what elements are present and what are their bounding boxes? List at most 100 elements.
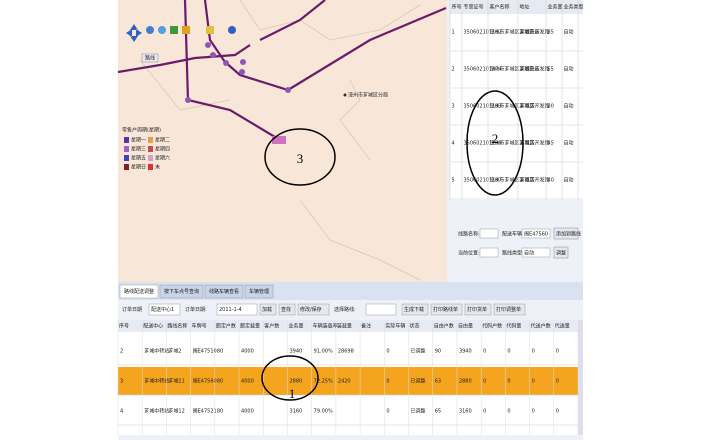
cell: 35 (548, 30, 554, 36)
cell: 5 (452, 178, 455, 184)
button-label: 生成下载 (404, 306, 424, 313)
legend-label: 未 (155, 164, 160, 171)
legend-label: 星期二 (155, 138, 170, 144)
column-header: 客户名称 (490, 4, 510, 11)
legend-swatch (124, 164, 129, 170)
cell: 0 (386, 379, 389, 385)
cell: 自动 (564, 103, 574, 110)
tab[interactable] (159, 284, 204, 299)
cell: 自动 (564, 29, 574, 36)
input[interactable] (479, 247, 499, 258)
cell: 已调整 (411, 408, 426, 415)
button[interactable] (464, 303, 492, 316)
cell: 0 (556, 379, 559, 385)
cell: 芗城12 (168, 408, 184, 415)
column-header: 业务类型 (564, 4, 584, 11)
button-label: 添加到路线 (556, 231, 581, 238)
input[interactable] (479, 228, 499, 239)
cell: 350602101474 (464, 67, 502, 73)
legend-swatch (124, 146, 129, 152)
cell: 28698 (338, 349, 354, 355)
button[interactable] (278, 303, 296, 316)
annotation-ellipse (261, 355, 319, 401)
cell: 0 (556, 349, 559, 355)
map-background-lines (139, 0, 421, 281)
button-label: 调整 (556, 250, 566, 257)
cell: 80 (217, 379, 223, 385)
toolbar-label: 选择路线: (334, 306, 356, 313)
legend-label: 星期四 (155, 147, 170, 153)
cell: 4 (452, 141, 455, 147)
button[interactable] (430, 303, 463, 316)
cell: 已调整 (411, 348, 426, 355)
column-header: 状态 (410, 323, 420, 330)
cell: 0 (507, 349, 510, 355)
column-header: 额定载量 (240, 323, 260, 330)
button-label: 打印货单 (467, 306, 487, 313)
cell: 闽E47510 (193, 348, 217, 355)
button[interactable] (401, 303, 429, 316)
select[interactable] (521, 228, 551, 239)
button[interactable] (297, 303, 330, 316)
form-label: 配送车辆: (502, 231, 524, 238)
legend-swatch (148, 137, 153, 143)
cell: 4000 (241, 349, 254, 355)
cell: 0 (507, 409, 510, 415)
map-tools[interactable] (126, 24, 236, 42)
legend-label: 星期日 (131, 165, 146, 171)
cell: 350602101183 (464, 104, 502, 110)
select[interactable] (148, 303, 181, 316)
cell: 芗城中转站 (144, 378, 169, 385)
legend-swatch (148, 164, 153, 170)
cell: 3160 (459, 409, 472, 415)
cell: 90 (435, 349, 441, 355)
tab[interactable] (119, 284, 159, 299)
scrollbar[interactable] (578, 320, 583, 435)
column-header: 专营证号 (464, 4, 484, 11)
cell: 3 (452, 104, 455, 110)
select[interactable] (521, 247, 551, 258)
column-header: 代送量 (555, 323, 570, 330)
cell: 漳州市芗城区某商店 (490, 140, 535, 147)
select[interactable] (365, 303, 397, 316)
column-header: 实际车辆 (385, 323, 405, 330)
tab[interactable] (204, 284, 244, 299)
cell: 2880 (459, 379, 472, 385)
cell: 65 (435, 409, 441, 415)
cell: 40 (548, 178, 554, 184)
cell: 3940 (289, 349, 302, 355)
button[interactable] (493, 303, 526, 316)
cell: 芗城11 (168, 378, 184, 385)
cell: 已调整 (411, 378, 426, 385)
select-value: 闽E47560 (524, 231, 548, 238)
column-header: 装载量 (337, 323, 352, 330)
column-header: 自由户数 (434, 323, 454, 330)
tab[interactable] (244, 284, 274, 299)
cell: 4000 (241, 409, 254, 415)
cell: 2 (120, 349, 123, 355)
cell: 芗城区开发路 (520, 140, 550, 147)
customer-table (450, 0, 583, 200)
selected-row (118, 367, 578, 395)
cell: 漳州市芗城区某商店 (490, 177, 535, 184)
cell: 漳州市芗城区某烟杂店 (490, 66, 540, 73)
annotation: 3 (297, 151, 304, 166)
cell: 自动 (564, 177, 574, 184)
column-header: 代送户数 (531, 323, 551, 330)
cell: 3 (120, 379, 123, 385)
cell: 2 (452, 67, 455, 73)
button[interactable] (553, 246, 569, 259)
table-header (118, 320, 578, 332)
button-label: 加载 (262, 306, 272, 313)
select[interactable] (216, 303, 258, 316)
cell: 80 (217, 409, 223, 415)
column-header: 客户数 (264, 323, 279, 330)
column-header: 序号 (452, 4, 462, 11)
button[interactable] (259, 303, 277, 316)
button-label: 打印调整单 (496, 306, 521, 313)
cell: 芗城中转站 (144, 348, 169, 355)
button[interactable] (553, 227, 579, 240)
cell: 芗城区开发路 (520, 103, 550, 110)
column-header: 车牌号 (192, 323, 207, 330)
